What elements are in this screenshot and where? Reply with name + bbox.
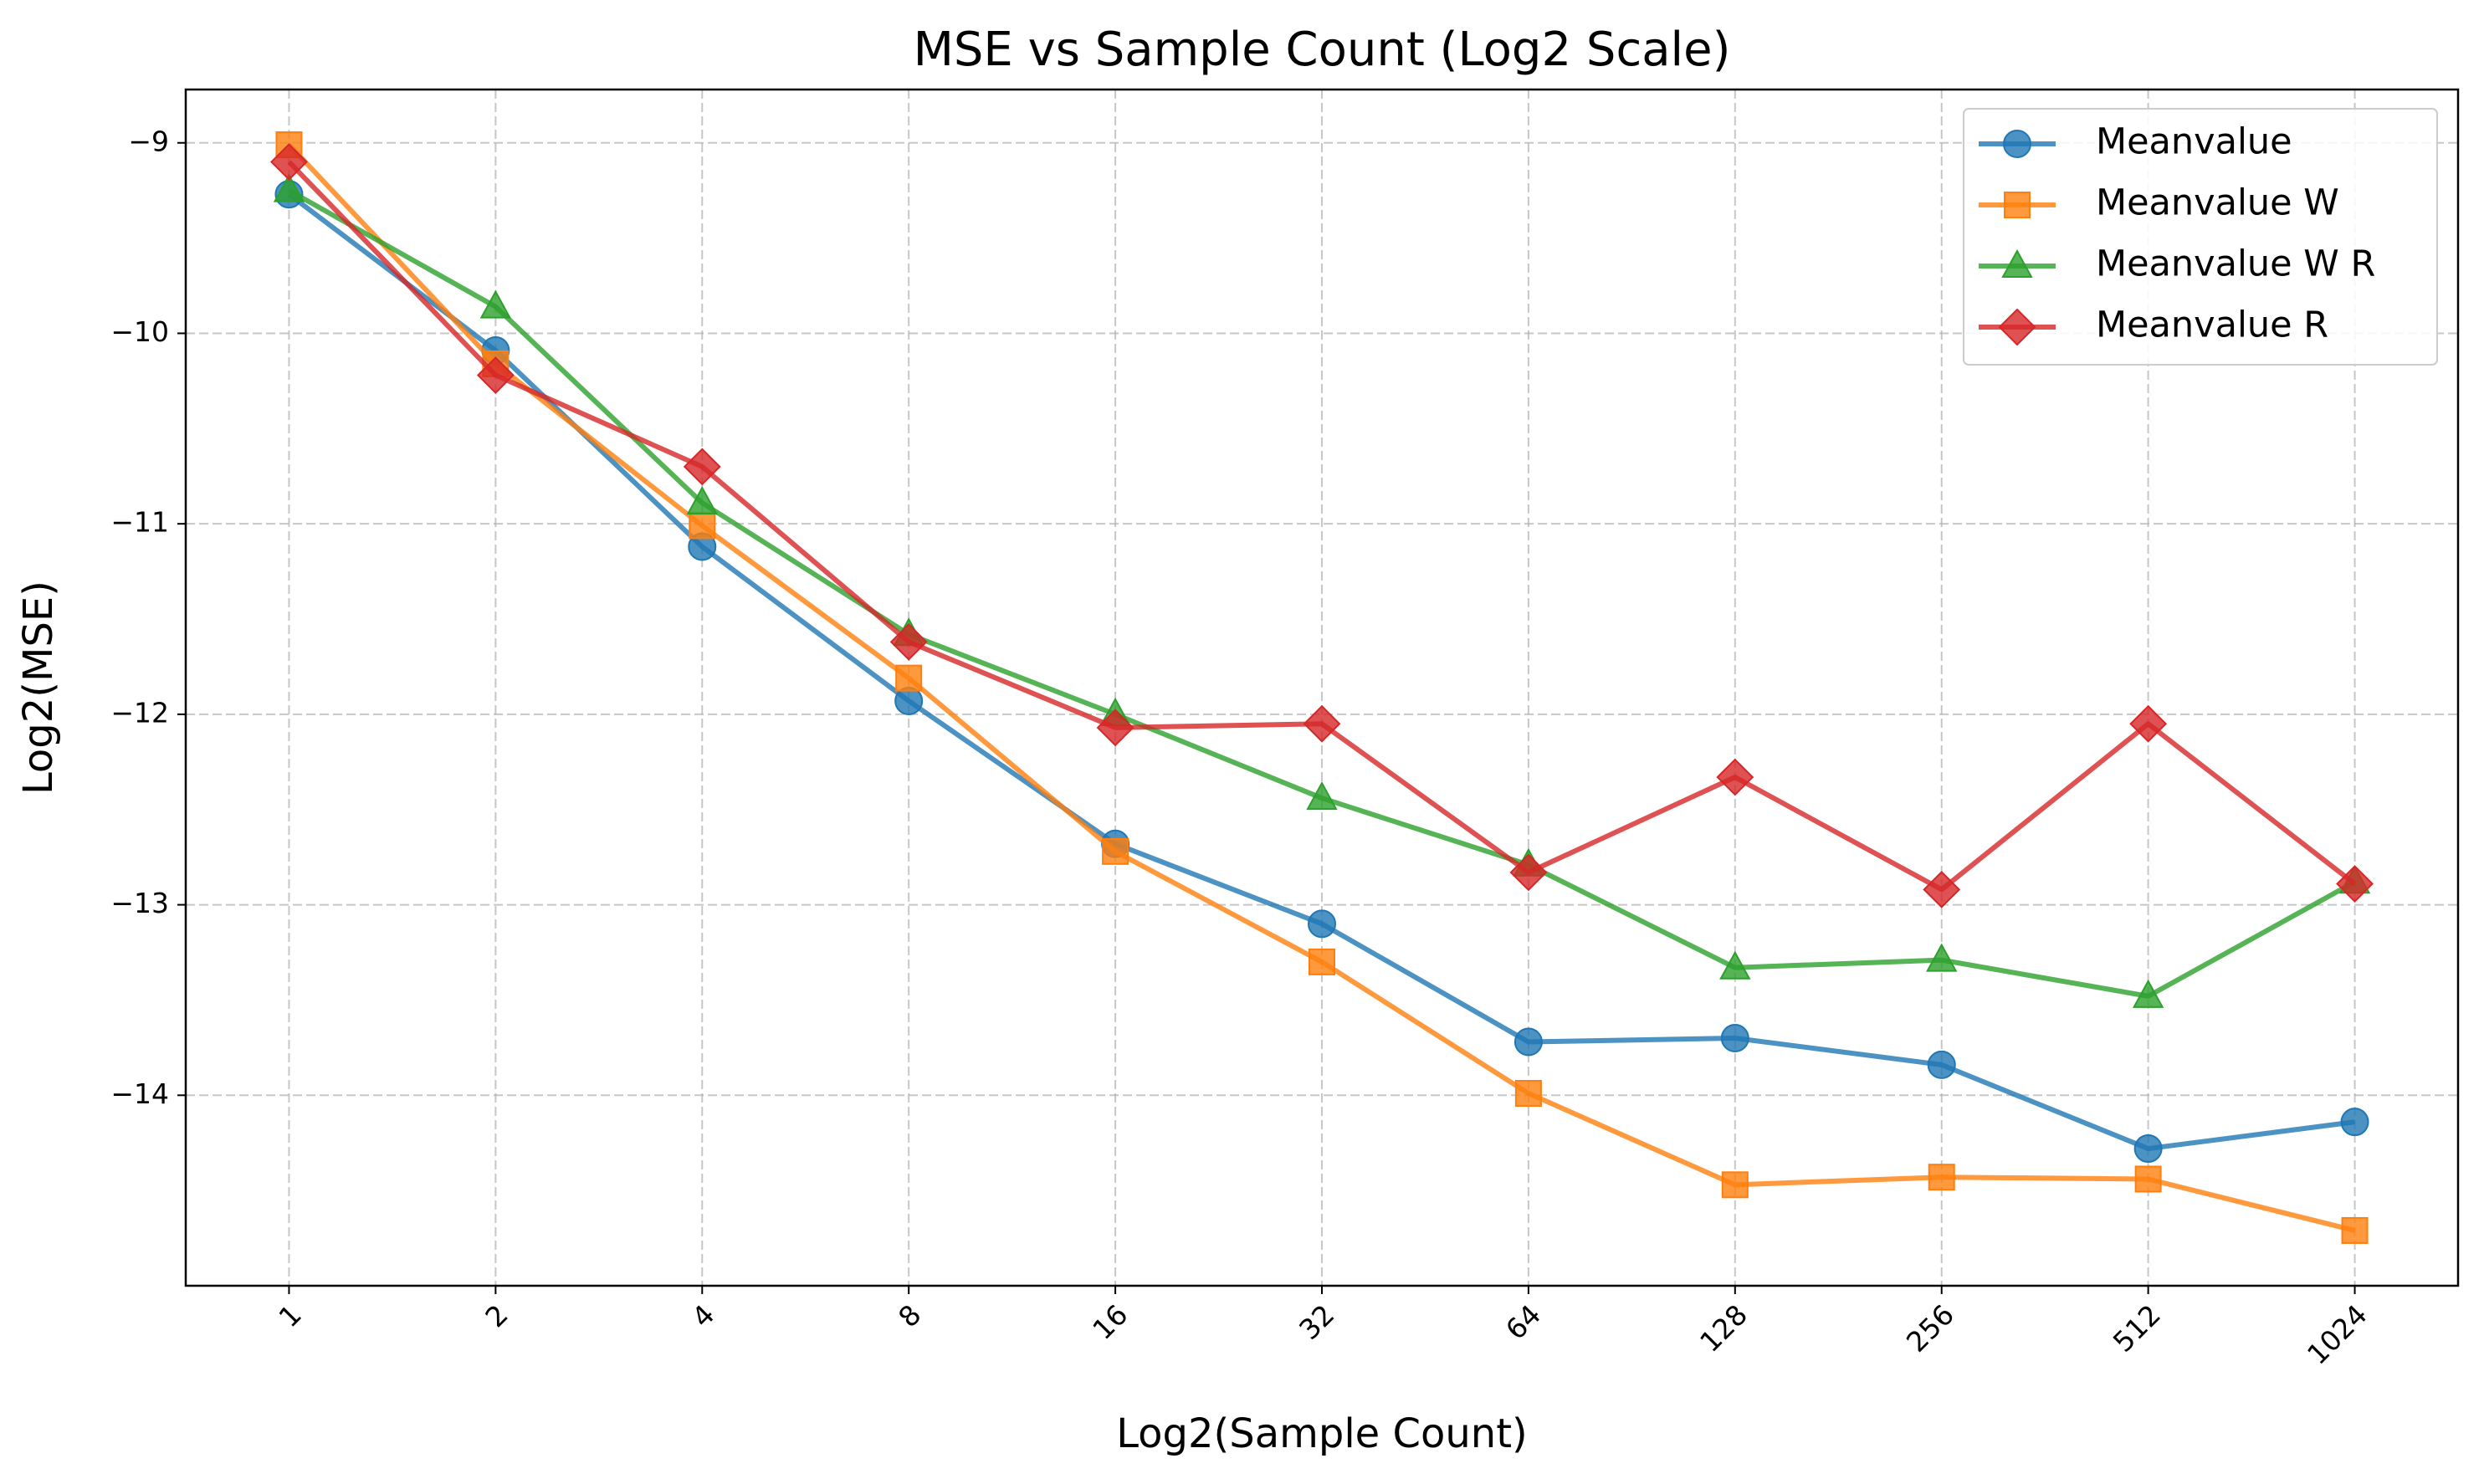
x-tick-label: 4 — [685, 1298, 720, 1333]
data-point — [1719, 950, 1751, 980]
data-point — [2132, 979, 2164, 1008]
y-axis-label: Log2(MSE) — [15, 581, 62, 795]
data-point — [2341, 1216, 2369, 1244]
series-meanvalue-w — [275, 131, 2369, 1244]
x-tick-label: 16 — [1086, 1298, 1134, 1346]
series-meanvalue-r — [270, 143, 2374, 908]
data-point — [1720, 1023, 1749, 1052]
x-tick-label: 1 — [272, 1298, 307, 1333]
data-point — [1928, 1164, 1955, 1191]
legend-marker — [2004, 192, 2031, 218]
data-point — [895, 664, 923, 692]
legend-label: Meanvalue W R — [2096, 243, 2375, 285]
data-point — [2340, 1108, 2369, 1137]
y-tick-label: −9 — [128, 125, 169, 157]
x-tick-label: 8 — [892, 1298, 927, 1333]
data-point — [1514, 1080, 1542, 1108]
legend-label: Meanvalue R — [2096, 304, 2328, 346]
data-point — [273, 173, 305, 202]
y-tick-label: −12 — [110, 696, 169, 729]
data-point — [1927, 1050, 1956, 1079]
data-point — [689, 512, 716, 540]
x-tick-label: 32 — [1293, 1298, 1340, 1346]
data-point — [1102, 837, 1129, 865]
data-point — [270, 143, 308, 181]
data-point — [889, 622, 928, 661]
data-point — [1309, 948, 1335, 975]
data-point — [1716, 758, 1754, 796]
data-point — [1721, 1171, 1749, 1199]
data-point — [1513, 1027, 1543, 1057]
legend-box — [1963, 108, 2438, 366]
legend-marker — [1998, 308, 2036, 346]
data-point — [683, 448, 721, 486]
legend-label: Meanvalue — [2096, 121, 2292, 163]
x-tick-label: 512 — [2107, 1298, 2167, 1359]
legend: Meanvalue Meanvalue W Meanvalue W R Meanval… — [1963, 108, 2438, 366]
x-axis-label: Log2(Sample Count) — [1116, 1410, 1528, 1457]
x-tick-label: 2 — [479, 1298, 514, 1333]
data-point — [1306, 780, 1338, 811]
x-tick-label: 128 — [1693, 1298, 1754, 1359]
x-tick-label: 1024 — [2301, 1298, 2374, 1371]
y-tick-label: −14 — [110, 1077, 169, 1110]
legend-label: Meanvalue W — [2096, 182, 2339, 224]
legend-marker — [2001, 248, 2033, 278]
data-point — [1308, 909, 1336, 939]
data-point — [686, 486, 718, 515]
data-point — [2134, 1165, 2162, 1193]
y-tick-label: −11 — [110, 506, 169, 539]
x-tick-label: 64 — [1499, 1298, 1547, 1346]
data-point — [2129, 704, 2168, 743]
data-point — [476, 356, 515, 394]
data-point — [2336, 865, 2374, 903]
chart-title: MSE vs Sample Count (Log2 Scale) — [914, 23, 1731, 77]
data-point — [1926, 943, 1958, 972]
data-point — [2133, 1134, 2163, 1164]
data-point — [1096, 709, 1134, 747]
data-point — [1923, 870, 1961, 908]
data-point — [1303, 704, 1341, 743]
legend-marker — [2003, 130, 2031, 158]
x-tick-label: 256 — [1900, 1298, 1960, 1359]
y-tick-label: −13 — [110, 887, 169, 919]
data-point — [1509, 853, 1548, 892]
series-layer — [270, 131, 2374, 1244]
data-point — [479, 289, 512, 319]
data-point — [894, 686, 924, 715]
y-tick-label: −10 — [110, 315, 169, 348]
